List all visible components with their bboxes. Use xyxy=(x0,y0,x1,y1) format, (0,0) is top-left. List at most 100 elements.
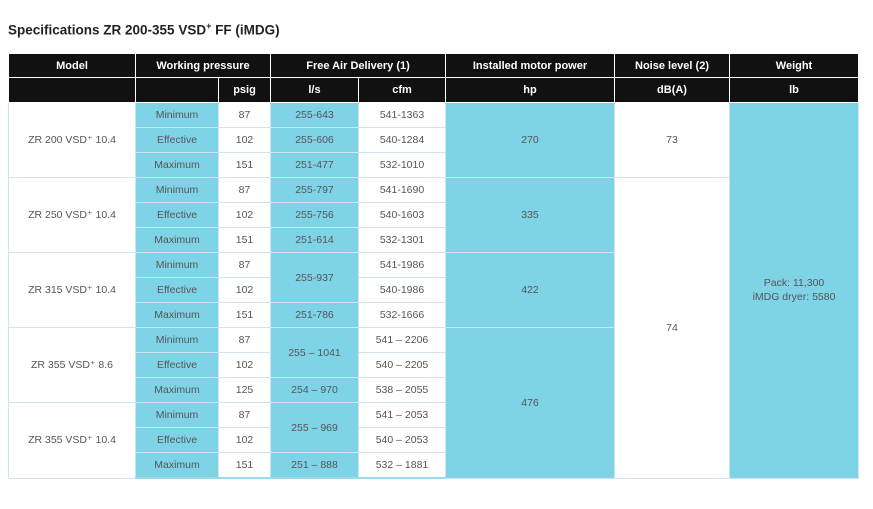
noise-value: 74 xyxy=(614,177,730,479)
pressure-level: Minimum xyxy=(135,327,219,353)
unit-dba: dB(A) xyxy=(614,77,730,103)
cfm-value: 541 – 2053 xyxy=(358,402,446,428)
unit-level-blank xyxy=(135,77,219,103)
pressure-level: Effective xyxy=(135,427,219,453)
psig-value: 87 xyxy=(218,252,271,278)
table-row: Effective 102 540-1986 xyxy=(9,277,859,303)
col-free-air-delivery: Free Air Delivery (1) xyxy=(270,53,446,78)
pressure-level: Maximum xyxy=(135,152,219,178)
ls-value: 255 – 969 xyxy=(270,402,359,453)
psig-value: 102 xyxy=(218,277,271,303)
pressure-level: Maximum xyxy=(135,302,219,328)
pressure-level: Effective xyxy=(135,277,219,303)
pressure-level: Maximum xyxy=(135,227,219,253)
psig-value: 87 xyxy=(218,177,271,203)
ls-value: 255 – 1041 xyxy=(270,327,359,378)
model-name: ZR 250 VSD⁺ 10.4 xyxy=(8,177,136,253)
pressure-level: Minimum xyxy=(135,402,219,428)
table-row: Effective 102 540 – 2205 xyxy=(9,352,859,378)
noise-value: 73 xyxy=(614,102,730,178)
psig-value: 151 xyxy=(218,152,271,178)
cfm-value: 540-1284 xyxy=(358,127,446,153)
page-title: Specifications ZR 200-355 VSD+ FF (iMDG) xyxy=(8,21,280,38)
table-row: ZR 315 VSD⁺ 10.4 Minimum 87 255-937 541-… xyxy=(8,252,859,328)
table-row: Effective 102 255-756 540-1603 xyxy=(9,202,859,228)
col-model: Model xyxy=(8,53,136,78)
model-name: ZR 315 VSD⁺ 10.4 xyxy=(8,252,136,328)
unit-lb: lb xyxy=(729,77,859,103)
cfm-value: 541-1986 xyxy=(358,252,446,278)
cfm-value: 532-1010 xyxy=(358,152,446,178)
pressure-level: Minimum xyxy=(135,177,219,203)
psig-value: 125 xyxy=(218,377,271,403)
ls-value: 255-643 xyxy=(270,102,359,128)
col-motor-power: Installed motor power xyxy=(445,53,615,78)
col-weight: Weight xyxy=(729,53,859,78)
psig-value: 102 xyxy=(218,352,271,378)
cfm-value: 540-1986 xyxy=(358,277,446,303)
pressure-level: Maximum xyxy=(135,452,219,479)
pressure-level: Maximum xyxy=(135,377,219,403)
cfm-value: 540-1603 xyxy=(358,202,446,228)
cfm-value: 540 – 2205 xyxy=(358,352,446,378)
ls-value: 254 – 970 xyxy=(270,377,359,403)
cfm-value: 532 – 1881 xyxy=(358,452,446,479)
weight-value: Pack: 11,300 iMDG dryer: 5580 xyxy=(729,102,859,479)
table-row: Effective 102 540 – 2053 xyxy=(9,427,859,453)
motor-power-value: 270 xyxy=(445,102,615,178)
unit-cfm: cfm xyxy=(358,77,446,103)
ls-value: 251-786 xyxy=(270,302,359,328)
header-row: Model Working pressure Free Air Delivery… xyxy=(8,53,859,78)
model-name: ZR 355 VSD⁺ 10.4 xyxy=(8,402,136,479)
table-row: Maximum 151 251-614 532-1301 xyxy=(9,227,859,253)
psig-value: 102 xyxy=(218,127,271,153)
ls-value: 251 – 888 xyxy=(270,452,359,479)
ls-value: 255-937 xyxy=(270,252,359,303)
unit-row: psig l/s cfm hp dB(A) lb xyxy=(8,77,859,103)
psig-value: 102 xyxy=(218,427,271,453)
unit-ls: l/s xyxy=(270,77,359,103)
pressure-level: Minimum xyxy=(135,102,219,128)
table-row: ZR 355 VSD⁺ 8.6 Minimum 87 255 – 1041 54… xyxy=(8,327,859,479)
psig-value: 87 xyxy=(218,102,271,128)
ls-value: 251-614 xyxy=(270,227,359,253)
motor-power-value: 422 xyxy=(445,252,615,328)
weight-pack: Pack: 11,300 xyxy=(763,277,825,290)
table-row: Maximum 151 251-786 532-1666 xyxy=(9,302,859,328)
table-row: Maximum 151 251 – 888 532 – 1881 xyxy=(9,452,859,479)
unit-hp: hp xyxy=(445,77,615,103)
unit-psig: psig xyxy=(218,77,271,103)
pressure-level: Minimum xyxy=(135,252,219,278)
cfm-value: 540 – 2053 xyxy=(358,427,446,453)
cfm-value: 532-1666 xyxy=(358,302,446,328)
psig-value: 151 xyxy=(218,302,271,328)
ls-value: 255-797 xyxy=(270,177,359,203)
model-name: ZR 355 VSD⁺ 8.6 xyxy=(8,327,136,403)
specifications-table: Model Working pressure Free Air Delivery… xyxy=(8,53,859,479)
motor-power-value: 335 xyxy=(445,177,615,253)
cfm-value: 538 – 2055 xyxy=(358,377,446,403)
pressure-level: Effective xyxy=(135,352,219,378)
col-noise-level: Noise level (2) xyxy=(614,53,730,78)
table-row: Maximum 151 251-477 532-1010 xyxy=(9,152,859,178)
table-row: Effective 102 255-606 540-1284 xyxy=(9,127,859,153)
model-name: ZR 200 VSD⁺ 10.4 xyxy=(8,102,136,178)
cfm-value: 541-1690 xyxy=(358,177,446,203)
ls-value: 255-756 xyxy=(270,202,359,228)
col-working-pressure: Working pressure xyxy=(135,53,271,78)
psig-value: 102 xyxy=(218,202,271,228)
unit-model-blank xyxy=(8,77,136,103)
psig-value: 151 xyxy=(218,452,271,479)
psig-value: 87 xyxy=(218,327,271,353)
table-row: ZR 200 VSD⁺ 10.4 Minimum 87 255-643 541-… xyxy=(8,102,859,479)
motor-power-value: 476 xyxy=(445,327,615,479)
psig-value: 87 xyxy=(218,402,271,428)
pressure-level: Effective xyxy=(135,127,219,153)
ls-value: 251-477 xyxy=(270,152,359,178)
psig-value: 151 xyxy=(218,227,271,253)
cfm-value: 541 – 2206 xyxy=(358,327,446,353)
cfm-value: 541-1363 xyxy=(358,102,446,128)
cfm-value: 532-1301 xyxy=(358,227,446,253)
weight-dryer: iMDG dryer: 5580 xyxy=(752,291,836,304)
ls-value: 255-606 xyxy=(270,127,359,153)
